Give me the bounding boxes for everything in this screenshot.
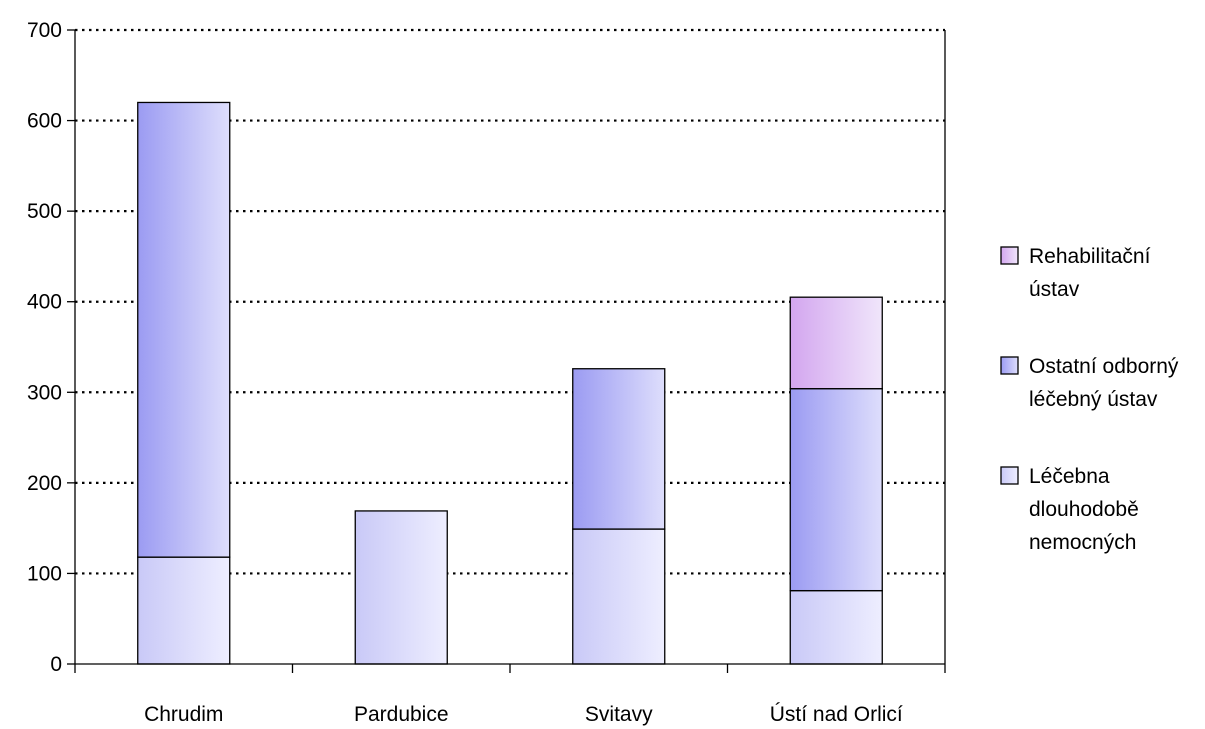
y-axis-ticks: 0 100 200 300 400 500 600 700 bbox=[27, 19, 75, 676]
bar-0-series-1 bbox=[137, 101, 231, 558]
gridlines bbox=[75, 28, 945, 575]
legend-swatch bbox=[1000, 356, 1019, 375]
bar-0-series-0 bbox=[137, 556, 231, 665]
bar-2-series-1 bbox=[572, 368, 666, 530]
x-category-label: Ústí nad Orlicí bbox=[770, 703, 903, 726]
legend-swatch bbox=[1000, 466, 1019, 485]
bars bbox=[137, 101, 883, 665]
y-tick-label: 200 bbox=[27, 472, 62, 495]
legend-label: Ostatní odborný léčebný ústav bbox=[1029, 355, 1179, 411]
y-tick-label: 300 bbox=[27, 381, 62, 404]
x-category-label: Svitavy bbox=[585, 703, 653, 726]
y-tick-label: 700 bbox=[27, 19, 62, 42]
legend-entry-1: Ostatní odborný léčebný ústav bbox=[1000, 355, 1179, 411]
y-tick-label: 400 bbox=[27, 291, 62, 314]
x-category-label: Chrudim bbox=[144, 703, 223, 726]
x-category-label: Pardubice bbox=[354, 703, 449, 726]
y-tick-label: 500 bbox=[27, 200, 62, 223]
x-axis-ticks: Chrudim Pardubice Svitavy Ústí nad Orlicí bbox=[74, 664, 946, 726]
legend: Rehabilitační ústav Ostatní odborný léčebný… bbox=[1000, 245, 1179, 554]
y-tick-label: 600 bbox=[27, 110, 62, 133]
legend-entry-0: Léčebna dlouhodobě nemocných bbox=[1000, 465, 1139, 554]
bar-2-series-0 bbox=[572, 528, 666, 665]
legend-label: Rehabilitační ústav bbox=[1029, 245, 1151, 301]
y-tick-label: 100 bbox=[27, 562, 62, 585]
y-tick-label: 0 bbox=[50, 653, 62, 676]
legend-swatch bbox=[1000, 246, 1019, 265]
bar-1-series-0 bbox=[354, 510, 448, 665]
legend-label: Léčebna dlouhodobě nemocných bbox=[1029, 465, 1139, 554]
bar-3-series-1 bbox=[789, 388, 883, 592]
bar-3-series-2 bbox=[789, 296, 883, 390]
legend-entry-2: Rehabilitační ústav bbox=[1000, 245, 1151, 301]
bar-3-series-0 bbox=[789, 589, 883, 665]
